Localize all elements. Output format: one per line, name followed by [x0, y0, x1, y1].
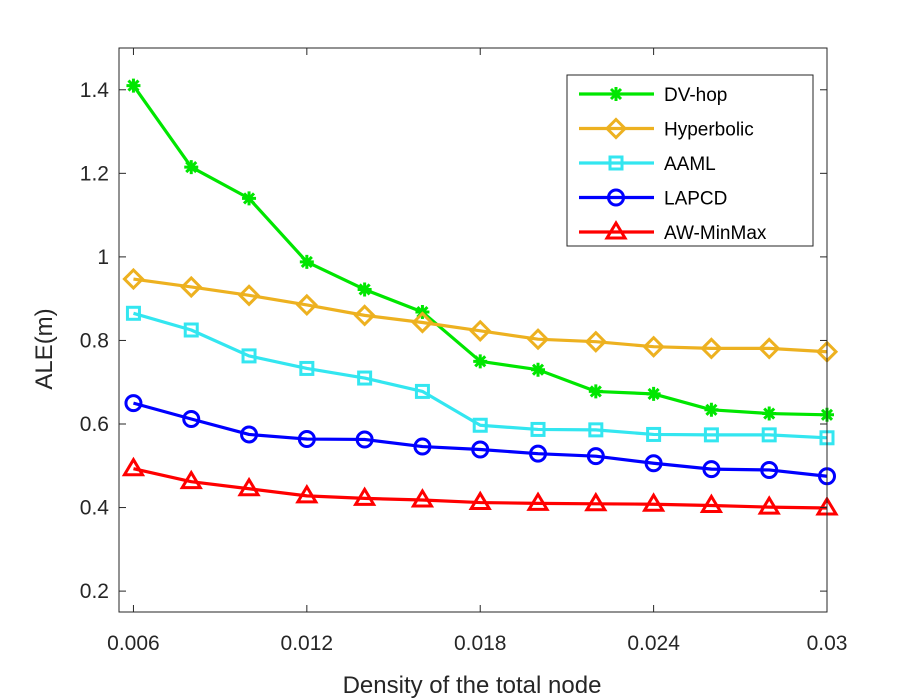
series-layer [121, 78, 839, 516]
data-point [237, 476, 261, 497]
data-point [530, 421, 546, 437]
data-point [352, 486, 377, 506]
data-point [126, 78, 141, 93]
data-point [531, 362, 546, 377]
data-point [588, 384, 603, 399]
data-point [299, 254, 314, 269]
legend-label: AW-MinMax [664, 223, 767, 244]
data-point [760, 460, 779, 479]
legend-marker [609, 87, 623, 101]
data-point [584, 330, 607, 353]
series-lapcd [124, 394, 836, 486]
y-tick-label: 1.4 [80, 79, 110, 102]
y-tick-label: 0.8 [80, 329, 109, 352]
x-tick-label: 0.024 [627, 632, 680, 655]
legend: DV-hop Hyperbolic AAML LAPCD AW-MinMax [566, 74, 814, 247]
data-point [471, 440, 490, 459]
data-point [473, 354, 488, 369]
legend-label: Hyperbolic [664, 120, 754, 141]
data-point [413, 437, 432, 456]
x-axis-label: Density of the total node [343, 672, 602, 699]
legend-marker [604, 220, 628, 240]
legend-marker [608, 155, 624, 171]
data-point [700, 337, 723, 360]
y-tick-label: 0.2 [80, 580, 109, 603]
x-tick-label: 0.012 [281, 632, 334, 655]
series-line [133, 311, 828, 440]
axes-box [118, 47, 828, 613]
x-tick-label: 0.006 [107, 632, 160, 655]
data-point [295, 293, 318, 317]
series-hyperbolic [122, 267, 839, 363]
data-point [757, 495, 781, 515]
legend-label: AAML [664, 154, 716, 175]
data-point [237, 284, 261, 307]
data-point [179, 469, 203, 490]
data-point [122, 267, 145, 291]
data-point [529, 444, 548, 463]
series-line [133, 467, 828, 510]
data-point [646, 426, 662, 442]
data-point [586, 447, 605, 466]
series-aaml [125, 305, 835, 446]
data-point [699, 493, 724, 513]
data-point [295, 483, 319, 504]
data-point [124, 394, 143, 413]
legend-label: LAPCD [664, 189, 727, 210]
legend-marker [607, 188, 625, 207]
data-point [704, 402, 719, 417]
legend-marker [604, 117, 628, 140]
data-point [240, 425, 259, 444]
data-point [642, 335, 665, 358]
data-point [241, 348, 257, 364]
data-point [180, 275, 203, 299]
data-point [357, 282, 372, 297]
y-axis-label: ALE(m) [31, 308, 58, 389]
data-point [472, 417, 488, 433]
x-tick-label: 0.03 [807, 632, 848, 655]
data-point [526, 328, 550, 351]
data-point [646, 386, 661, 401]
series-aw-minmax [121, 456, 839, 516]
data-point [355, 430, 374, 449]
data-point [588, 422, 604, 438]
data-point [641, 492, 666, 512]
y-tick-label: 0.4 [80, 497, 110, 520]
data-point [644, 454, 663, 473]
data-point [469, 319, 492, 342]
data-point [410, 488, 435, 508]
data-point [584, 491, 608, 512]
data-point [121, 456, 146, 477]
data-point [242, 191, 257, 206]
data-point [414, 383, 430, 399]
x-tick-label: 0.018 [454, 632, 507, 655]
data-point [299, 360, 315, 376]
data-point [411, 311, 434, 334]
data-point [353, 304, 376, 327]
data-point [184, 160, 199, 175]
data-point [297, 430, 316, 449]
y-tick-label: 0.6 [80, 413, 109, 436]
axes-layer: 0.006 0.012 0.018 0.024 0.03 0.2 0.4 0.6 0.8 1 1.2… [80, 47, 848, 655]
data-point [761, 427, 777, 443]
data-point [125, 305, 141, 321]
data-point [762, 406, 777, 421]
data-point [702, 460, 721, 479]
data-point [703, 427, 719, 443]
y-tick-label: 1 [97, 246, 109, 269]
data-point [758, 337, 781, 360]
series-line [133, 401, 828, 478]
data-point [183, 322, 199, 338]
y-tick-label: 1.2 [80, 162, 109, 185]
data-point [182, 409, 201, 428]
legend-box [566, 74, 814, 247]
data-point [468, 490, 492, 511]
data-point [526, 491, 550, 511]
legend-label: DV-hop [664, 85, 727, 106]
data-point [357, 370, 373, 386]
series-line [133, 277, 828, 354]
